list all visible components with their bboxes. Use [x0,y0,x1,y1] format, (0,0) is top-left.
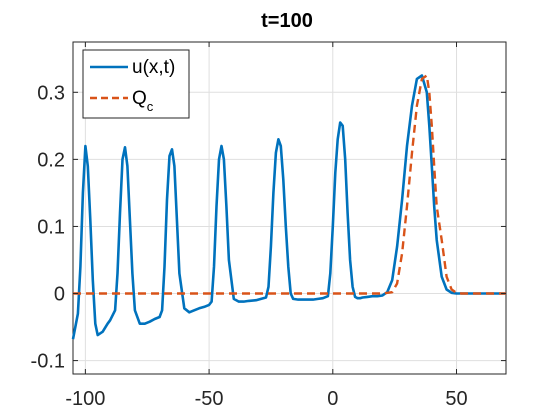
y-tick-label: 0.3 [37,82,65,104]
legend-box [82,49,190,119]
x-tick-label: -100 [65,388,105,410]
x-tick-label: -50 [195,388,224,410]
y-tick-label: 0.1 [37,216,65,238]
series-line-1 [73,74,506,295]
axis-ticks: -100 -50 0 50 -0.1 0 0.1 0.2 0.3 [31,42,506,410]
series-line-0 [71,74,506,340]
y-tick-label: 0 [54,284,65,306]
legend: u(x,t)Qc [82,49,190,119]
chart-title: t=100 [261,10,313,32]
x-tick-label: 50 [445,388,467,410]
y-tick-label: -0.1 [31,351,65,373]
plot-frame [72,41,507,375]
x-tick-label: 0 [327,388,338,410]
series-group [71,74,506,340]
y-tick-label: 0.2 [37,149,65,171]
legend-label: u(x,t) [132,57,175,78]
